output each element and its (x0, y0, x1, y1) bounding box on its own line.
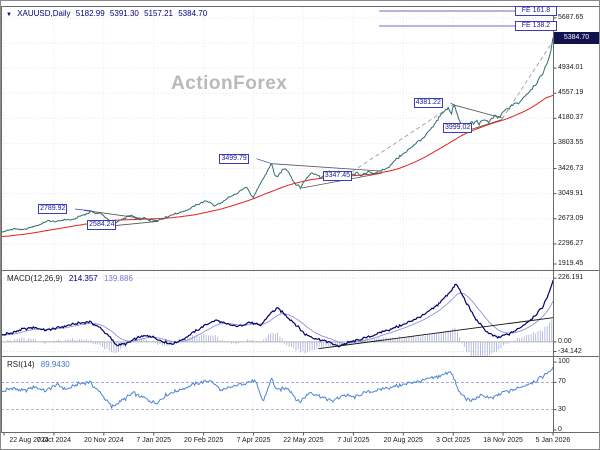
main-price-pane (1, 10, 553, 238)
macd-pane (1, 277, 553, 356)
watermark: ActionForex (171, 73, 288, 94)
macd-histogram (2, 319, 553, 356)
rsi-pane (1, 366, 553, 410)
rsi-line (1, 366, 553, 410)
price-line (1, 37, 553, 234)
macd-trendline (318, 317, 553, 350)
macd-signal-line (1, 292, 553, 344)
moving-average-line (1, 94, 553, 238)
macd-line (1, 280, 553, 348)
chart-frame (1, 6, 599, 436)
gridlines (1, 7, 554, 432)
